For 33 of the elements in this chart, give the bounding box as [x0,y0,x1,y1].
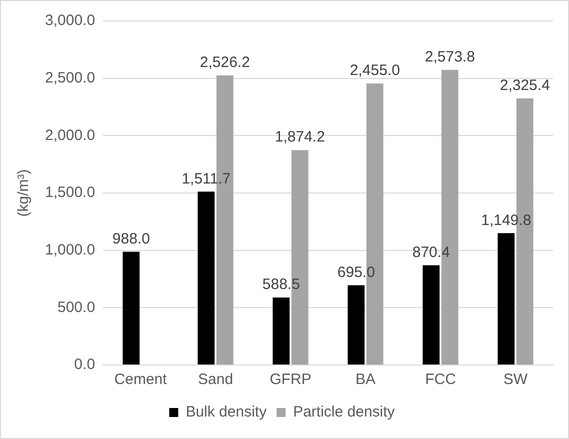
x-tick-label: BA [356,371,376,388]
bar [498,233,515,364]
y-tick-label: 2,000.0 [45,126,96,144]
data-label: 988.0 [112,230,150,248]
bar [122,252,140,364]
y-tick-label: 1,500.0 [45,184,96,202]
x-tick-label: Sand [198,371,234,388]
legend-label: Particle density [293,404,396,421]
y-axis-title: (kg/m³) [15,169,32,217]
data-label: 2,455.0 [350,62,400,80]
x-tick-label: FCC [425,371,456,388]
x-tick-label: Cement [114,371,168,388]
data-label: 588.5 [262,276,300,294]
y-tick-label: 2,500.0 [45,69,96,86]
data-label: 1,149.8 [481,212,532,229]
x-tick-label: SW [503,371,528,388]
bar [272,298,290,364]
y-tick-label: 500.0 [58,298,96,316]
y-tick-label: 3,000.0 [45,12,96,30]
data-label: 2,573.8 [424,48,475,66]
bar [422,265,440,364]
bar [348,285,365,364]
y-tick-label: 0.0 [74,356,96,374]
data-label: 1,874.2 [274,128,325,146]
data-label: 870.4 [412,244,450,261]
legend-label: Bulk density [186,404,268,421]
data-label: 1,511.7 [182,170,231,188]
data-label: 2,526.2 [200,54,250,71]
data-label: 2,325.4 [500,76,550,94]
x-tick-label: GFRP [270,371,312,388]
data-label: 695.0 [337,264,375,281]
y-tick-label: 1,000.0 [45,241,96,258]
bar [198,192,215,364]
